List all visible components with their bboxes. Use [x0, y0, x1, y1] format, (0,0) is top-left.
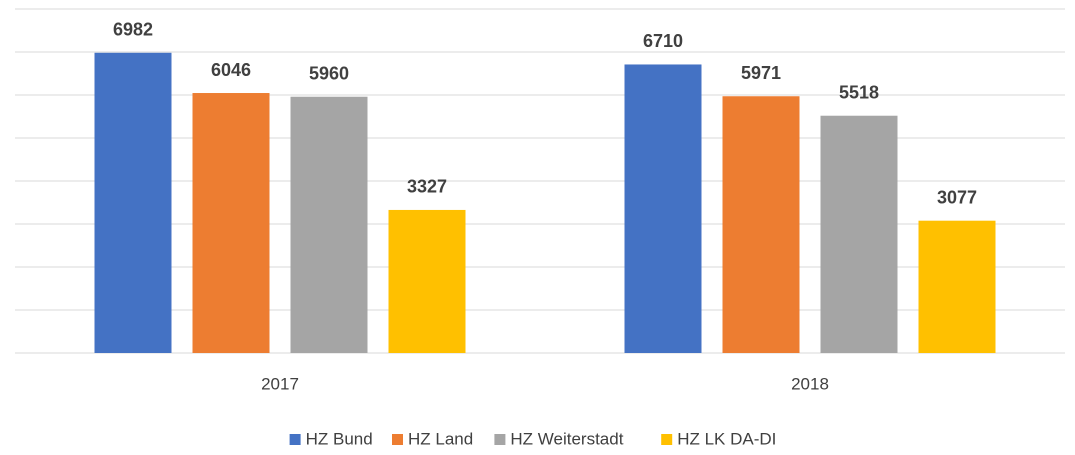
bar	[94, 52, 172, 354]
legend-swatch	[494, 434, 506, 445]
value-label: 6710	[643, 31, 683, 51]
value-label: 5971	[741, 63, 781, 83]
bar	[820, 115, 898, 353]
legend-label: HZ Bund	[306, 429, 373, 448]
legend-label: HZ Land	[408, 429, 473, 448]
legend-swatch	[392, 434, 403, 445]
value-label: 6982	[113, 20, 153, 40]
legend-label: HZ Weiterstadt	[510, 429, 623, 448]
bar	[624, 64, 702, 353]
legend-label: HZ LK DA-DI	[677, 429, 776, 448]
x-tick-label: 2017	[261, 374, 299, 393]
value-label: 5960	[309, 63, 349, 83]
x-tick-label: 2018	[791, 374, 829, 393]
legend-swatch	[289, 434, 301, 445]
value-label: 3077	[937, 187, 977, 207]
bar	[290, 96, 368, 353]
bar	[722, 96, 800, 353]
bar	[918, 220, 996, 353]
value-label: 3327	[407, 177, 447, 197]
bar	[388, 209, 466, 353]
legend-swatch	[661, 434, 673, 445]
value-label: 5518	[839, 82, 879, 102]
bar	[192, 93, 270, 353]
value-label: 6046	[211, 60, 251, 80]
